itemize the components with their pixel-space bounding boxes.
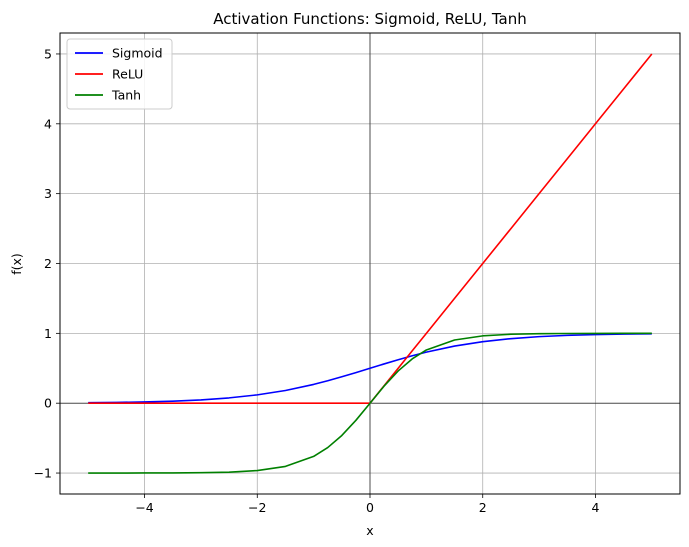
y-tick-label: 3 [44,186,52,201]
x-axis-label: x [366,523,373,538]
y-tick-label: 4 [44,116,52,131]
y-tick-label: 1 [44,326,52,341]
x-tick-label: −4 [135,500,153,515]
legend-box [66,38,173,110]
y-tick-label: 0 [44,396,52,411]
y-axis-label: f(x) [9,253,24,275]
chart-title: Activation Functions: Sigmoid, ReLU, Tan… [213,10,527,28]
y-tick-label: −1 [34,466,52,481]
x-tick-label: 4 [591,500,599,515]
legend: Sigmoid ReLU Tanh [66,38,173,110]
y-tick-label: 2 [44,256,52,271]
legend-label-tanh: Tanh [111,88,141,103]
legend-label-relu: ReLU [112,67,143,82]
x-tick-label: 2 [479,500,487,515]
x-tick-label: 0 [366,500,374,515]
legend-label-sigmoid: Sigmoid [112,46,163,61]
series-lines [88,53,653,474]
y-tick-label: 5 [44,46,52,61]
x-tick-label: −2 [248,500,266,515]
series-line-sigmoid [88,333,652,404]
series-line-tanh [88,332,652,474]
ticks: −4 −2 0 2 4 −1 0 1 2 3 4 5 [34,46,600,515]
